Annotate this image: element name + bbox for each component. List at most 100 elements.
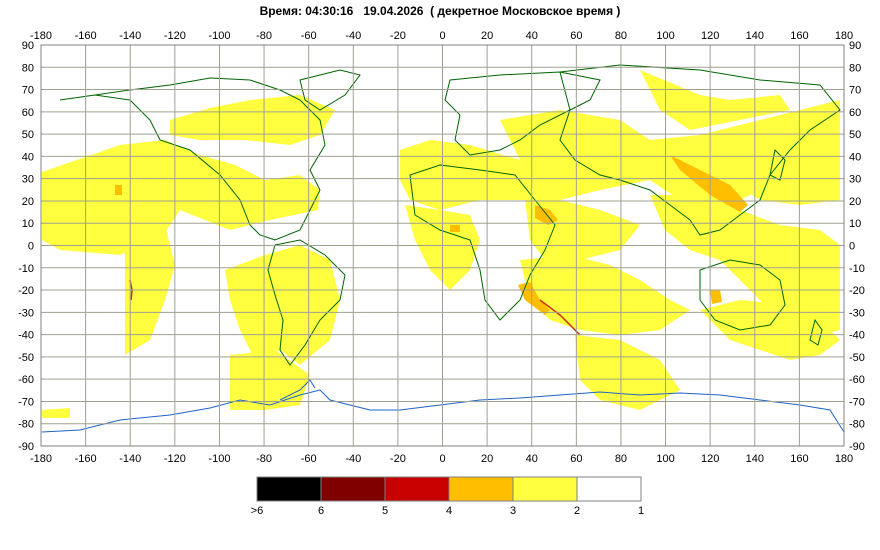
lon-tick-top: 60 [570, 30, 582, 42]
lat-tick-left: -60 [18, 374, 34, 386]
coast-australia [699, 259, 786, 331]
legend-label: 5 [381, 505, 389, 517]
zone-north-atlantic [400, 140, 530, 210]
legend-label: 6 [317, 505, 325, 517]
lat-tick-left: 10 [22, 218, 34, 230]
legend-label: 2 [573, 505, 581, 517]
lat-tick-left: -70 [18, 396, 34, 408]
legend-label: 3 [509, 505, 517, 517]
lat-tick-right: -50 [849, 352, 865, 364]
legend-label: 4 [445, 505, 453, 517]
lon-tick-bottom: 140 [746, 453, 764, 465]
lat-tick-right: 90 [849, 40, 861, 52]
lon-tick-bottom: -160 [75, 453, 97, 465]
line-madagascar-south [539, 299, 581, 336]
lon-tick-top: 100 [656, 30, 674, 42]
lat-tick-left: 90 [22, 40, 34, 52]
coastlines [59, 64, 841, 366]
legend-swatch [256, 476, 322, 502]
lon-tick-top: -100 [208, 30, 230, 42]
orange-spots [115, 155, 748, 315]
coast-europe [444, 71, 601, 156]
lat-tick-right: -70 [849, 396, 865, 408]
latitude-labels-right: 90 80 70 60 50 40 30 20 10 0 -10 -20 -30 -40 -50 -60 -70… [849, 40, 865, 453]
coast-south-america [267, 239, 346, 366]
lat-tick-right: 50 [849, 129, 861, 141]
lat-tick-right: 60 [849, 107, 861, 119]
lon-tick-top: 0 [439, 30, 445, 42]
lon-tick-bottom: 60 [570, 453, 582, 465]
lon-tick-bottom: 120 [701, 453, 719, 465]
latitude-labels-left: 90 80 70 60 50 40 30 20 10 0 -10 -20 -30 -40 -50 -60 -70… [18, 40, 34, 453]
longitude-labels-top: -180 -160 -140 -120 -100 -80 -60 -40 -20 0 20 40 60 8… [30, 30, 853, 42]
zone-west-pacific [720, 150, 840, 205]
lat-tick-left: -30 [18, 307, 34, 319]
lon-tick-top: 180 [835, 30, 853, 42]
lon-tick-bottom: 80 [615, 453, 627, 465]
zone-north-america [42, 140, 320, 255]
lat-tick-left: 60 [22, 107, 34, 119]
lon-tick-bottom: -120 [164, 453, 186, 465]
legend-swatch [512, 476, 578, 502]
lon-tick-bottom: 40 [526, 453, 538, 465]
lon-tick-bottom: 0 [439, 453, 445, 465]
lon-tick-top: 140 [746, 30, 764, 42]
lon-tick-bottom: -180 [30, 453, 52, 465]
zone-southern-indian [575, 335, 680, 410]
lat-tick-left: 40 [22, 151, 34, 163]
timezone-note: ( декретное Московское время ) [430, 4, 621, 18]
lon-tick-top: 160 [790, 30, 808, 42]
spot-gulf [450, 225, 460, 232]
coast-antarctica [41, 389, 845, 433]
lon-tick-bottom: 160 [790, 453, 808, 465]
date-value: 19.04.2026 [363, 4, 424, 18]
legend-swatch [576, 476, 642, 502]
lat-tick-right: -80 [849, 419, 865, 431]
lon-tick-top: -60 [301, 30, 317, 42]
coast-antarctic-peninsula [279, 379, 316, 401]
lon-tick-top: -80 [256, 30, 272, 42]
lon-tick-top: -180 [30, 30, 52, 42]
lat-tick-left: -80 [18, 419, 34, 431]
zone-antarctic-patch [42, 408, 70, 418]
lon-tick-bottom: -140 [119, 453, 141, 465]
lat-tick-left: 30 [22, 174, 34, 186]
lat-tick-right: 40 [849, 151, 861, 163]
lon-tick-bottom: 20 [481, 453, 493, 465]
lon-tick-top: 80 [615, 30, 627, 42]
page-title: Время: 04:30:16 19.04.2026 ( декретное М… [0, 4, 880, 18]
lon-tick-top: -160 [75, 30, 97, 42]
time-label: Время: [259, 4, 302, 18]
lat-tick-left: -50 [18, 352, 34, 364]
lon-tick-bottom: -20 [390, 453, 406, 465]
coast-north-america [59, 77, 326, 241]
spot-us-mexico [115, 185, 122, 195]
graticule [40, 44, 845, 447]
legend-label: 1 [637, 505, 645, 517]
coast-africa [409, 164, 556, 321]
lon-tick-top: -20 [390, 30, 406, 42]
time-value: 04:30:16 [305, 4, 354, 18]
spot-australia [710, 290, 722, 304]
lat-tick-right: 70 [849, 85, 861, 97]
lat-tick-right: 10 [849, 218, 861, 230]
lon-tick-bottom: -100 [208, 453, 230, 465]
lat-tick-left: 80 [22, 62, 34, 74]
lon-tick-top: -40 [345, 30, 361, 42]
antarctica [41, 379, 845, 433]
coast-greenland [299, 69, 361, 111]
legend-swatch [448, 476, 514, 502]
legend [256, 476, 642, 502]
lat-tick-right: -30 [849, 307, 865, 319]
lat-tick-right: -90 [849, 441, 865, 453]
lat-tick-right: -40 [849, 330, 865, 342]
lat-tick-right: -20 [849, 285, 865, 297]
coast-new-zealand [809, 318, 823, 346]
coast-asia [559, 64, 841, 236]
lon-tick-top: -120 [164, 30, 186, 42]
lat-tick-right: 30 [849, 174, 861, 186]
lat-tick-left: 70 [22, 85, 34, 97]
zone-indian-ocean [520, 255, 690, 335]
longitude-labels-bottom: -180 -160 -140 -120 -100 -80 -60 -40 -20 0 20 40 60 8… [30, 453, 853, 465]
